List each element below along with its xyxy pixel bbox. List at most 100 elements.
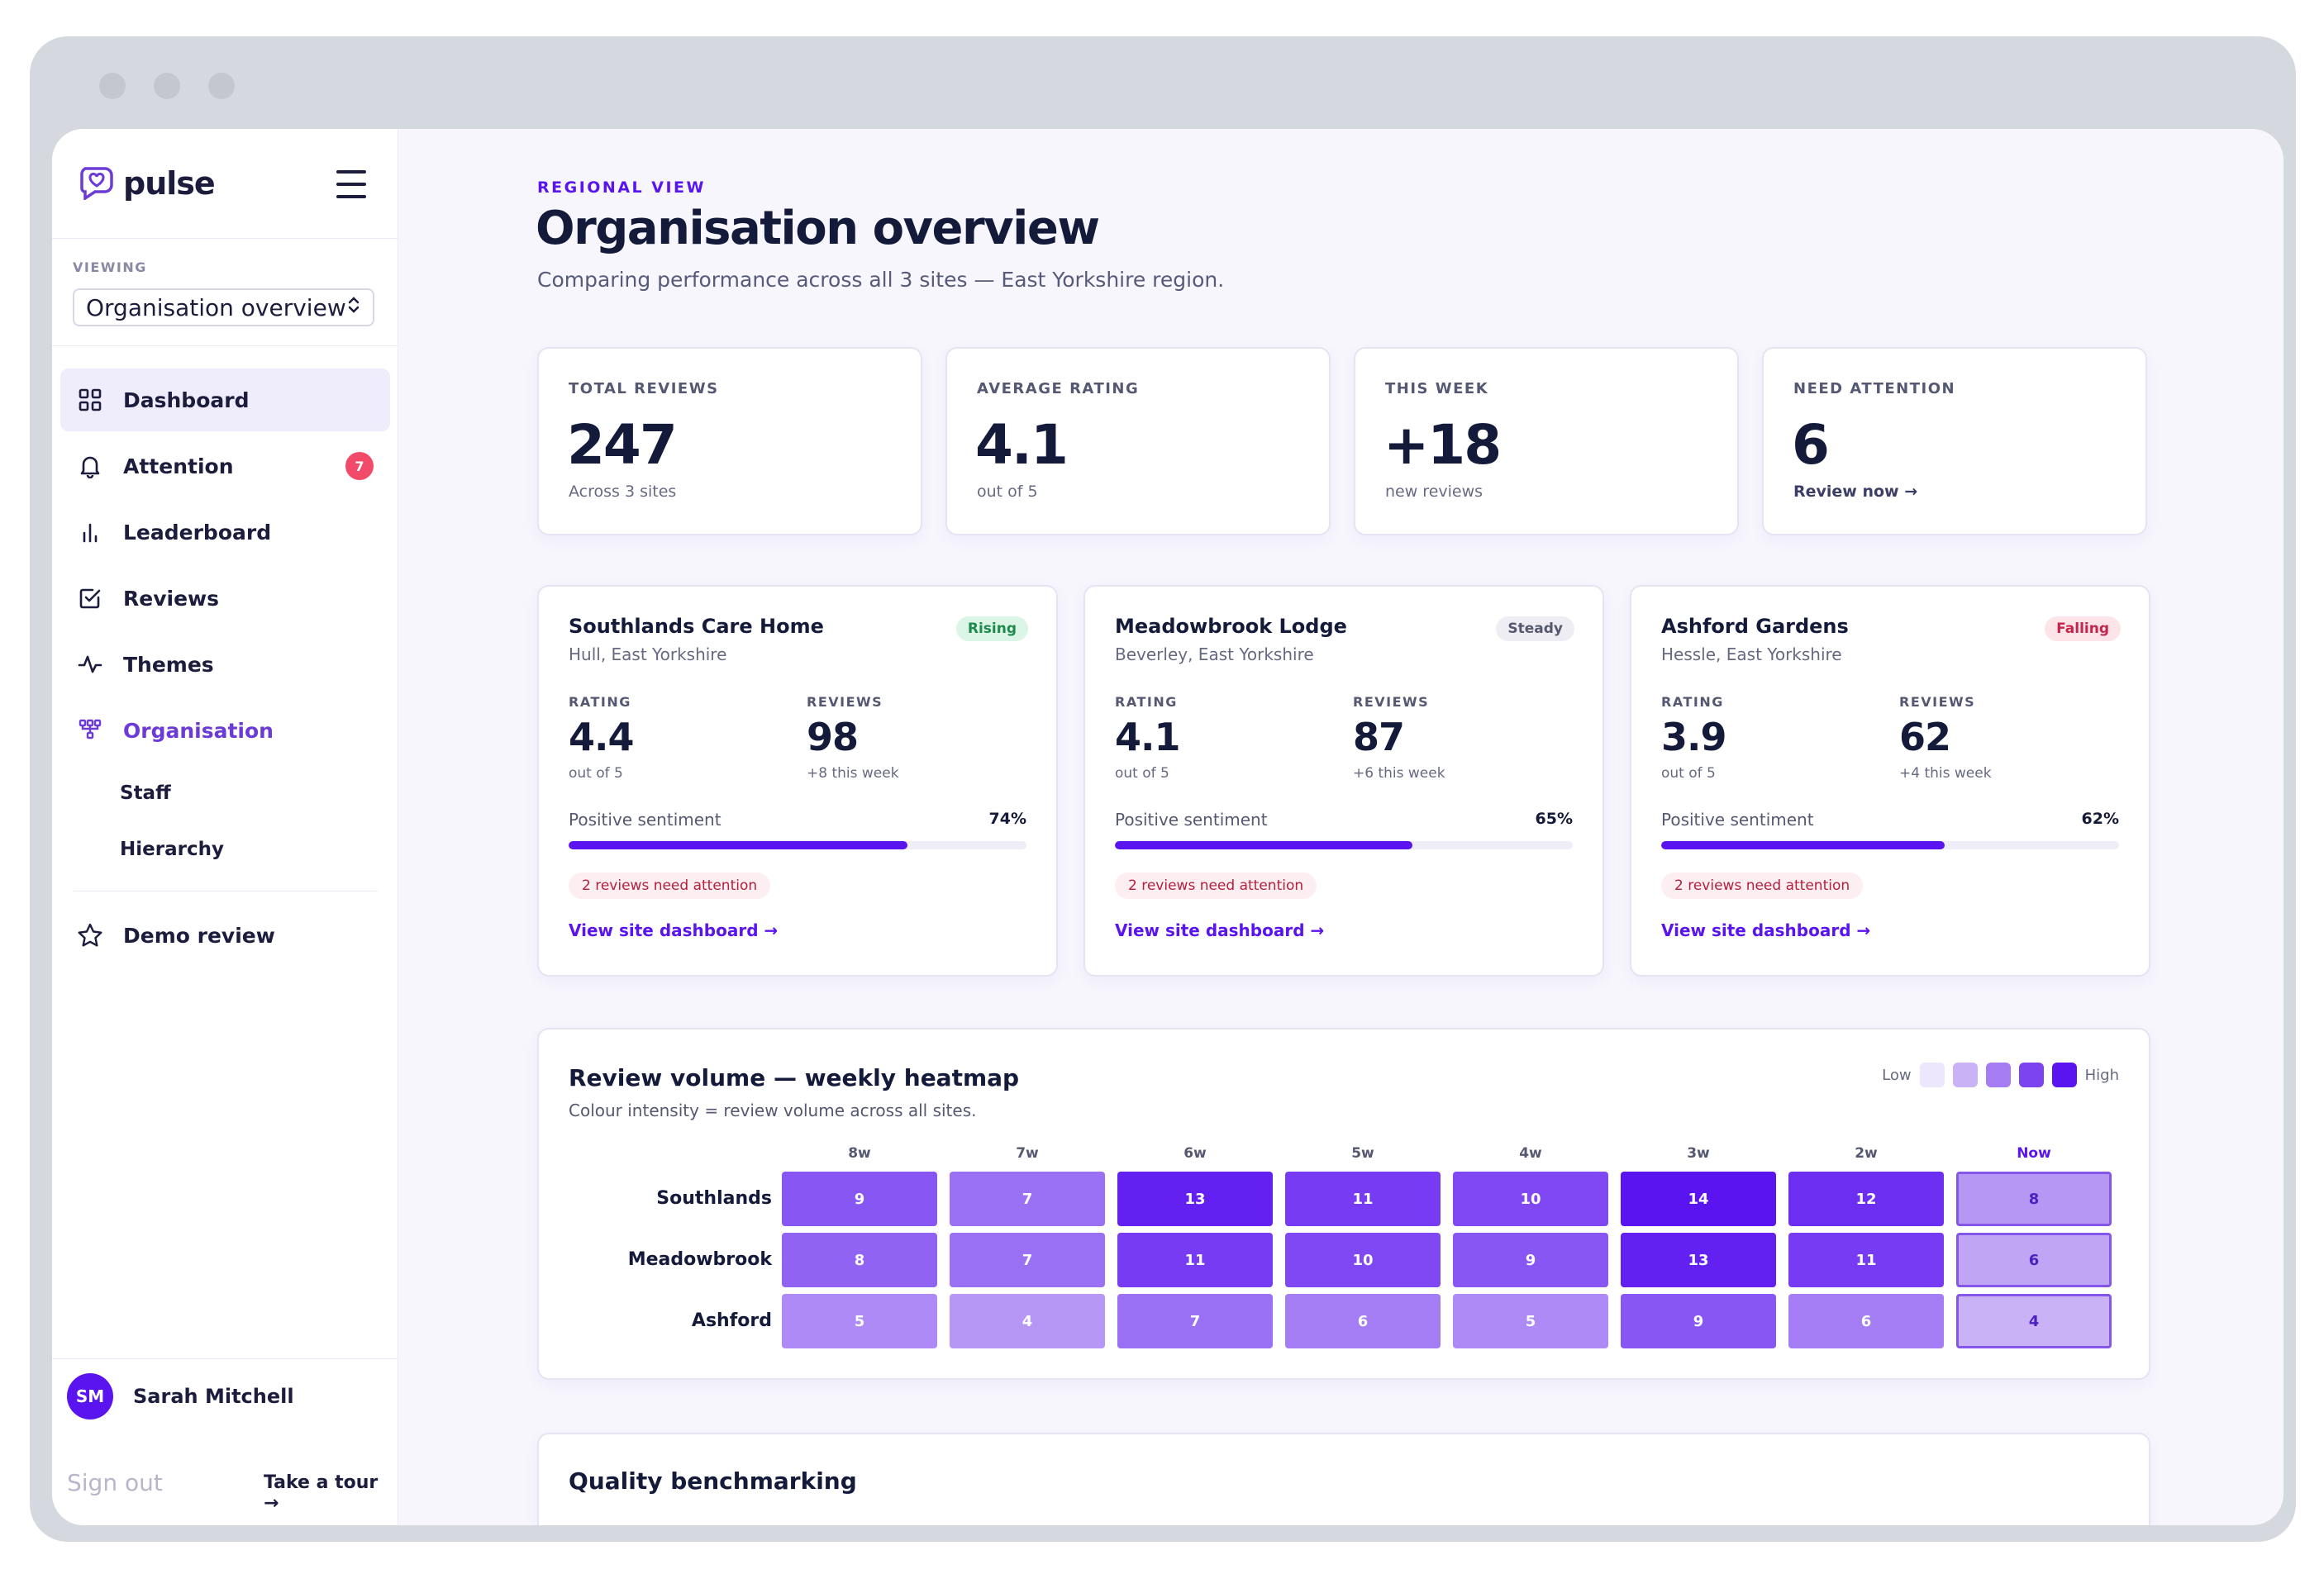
heatmap-subtitle: Colour intensity = review volume across …: [569, 1101, 977, 1120]
sentiment-label: Positive sentiment: [1115, 810, 1268, 830]
heatmap-cell[interactable]: 7: [950, 1172, 1105, 1226]
sentiment-bar: [1661, 841, 2119, 849]
heatmap-cell[interactable]: 9: [782, 1172, 937, 1226]
site-name: Meadowbrook Lodge: [1115, 615, 1347, 638]
user-profile[interactable]: SM Sarah Mitchell: [67, 1373, 294, 1419]
heatmap-row-label: Meadowbrook: [627, 1249, 772, 1270]
site-card-ashford: Ashford Gardens Hessle, East Yorkshire F…: [1630, 585, 2150, 977]
kpi-label: NEED ATTENTION: [1793, 380, 1956, 397]
avatar: SM: [67, 1373, 113, 1419]
kpi-value: 4.1: [975, 413, 1069, 477]
legend-swatch: [1952, 1063, 1978, 1087]
pulse-logo-icon: [79, 164, 115, 203]
heatmap-cell[interactable]: 5: [1453, 1294, 1608, 1348]
legend-low-label: Low: [1882, 1066, 1912, 1084]
heatmap-cell[interactable]: 7: [1117, 1294, 1273, 1348]
reviews-label: REVIEWS: [807, 694, 883, 710]
reviews-value: 62: [1899, 715, 1951, 759]
site-location: Hessle, East Yorkshire: [1661, 644, 1842, 664]
attention-pill[interactable]: 2 reviews need attention: [569, 873, 771, 899]
sidebar-nav: Dashboard Attention 7 Leaderboard Revie: [60, 369, 390, 877]
heatmap-cell[interactable]: 11: [1788, 1233, 1944, 1287]
heatmap-cell[interactable]: 5: [782, 1294, 937, 1348]
legend-high-label: High: [2084, 1066, 2119, 1084]
sidebar-item-demo-review[interactable]: Demo review: [60, 904, 390, 967]
heatmap-cell[interactable]: 10: [1453, 1172, 1608, 1226]
heatmap-cell[interactable]: 9: [1453, 1233, 1608, 1287]
sentiment-bar-fill: [569, 841, 907, 849]
brand-logo[interactable]: pulse: [79, 164, 216, 203]
heatmap-cell[interactable]: 13: [1621, 1233, 1776, 1287]
legend-swatch: [2051, 1063, 2077, 1087]
view-site-dashboard-link[interactable]: View site dashboard →: [1661, 920, 1871, 940]
sidebar-subitem-staff[interactable]: Staff: [120, 782, 171, 804]
sidebar-item-label: Leaderboard: [123, 520, 272, 544]
legend-swatch: [1919, 1063, 1945, 1087]
sidebar-item-leaderboard[interactable]: Leaderboard: [60, 501, 390, 564]
grid-icon: [77, 387, 103, 413]
heatmap-cell[interactable]: 4: [950, 1294, 1105, 1348]
heatmap-cell[interactable]: 9: [1621, 1294, 1776, 1348]
sidebar-item-reviews[interactable]: Reviews: [60, 567, 390, 630]
heatmap-row-label: Southlands: [656, 1188, 772, 1209]
kpi-card-need-attention[interactable]: NEED ATTENTION 6 Review now →: [1762, 347, 2147, 535]
heatmap-cell[interactable]: 7: [950, 1233, 1105, 1287]
bell-icon: [77, 453, 103, 479]
heatmap-cell[interactable]: 6: [1285, 1294, 1441, 1348]
sidebar-item-themes[interactable]: Themes: [60, 633, 390, 696]
site-name: Ashford Gardens: [1661, 615, 1849, 638]
heatmap-cell[interactable]: 8: [1956, 1172, 2112, 1226]
heatmap-cell[interactable]: 4: [1956, 1294, 2112, 1348]
sidebar-item-organisation[interactable]: Organisation: [60, 699, 390, 762]
trend-badge: Rising: [955, 616, 1028, 641]
kpi-label: TOTAL REVIEWS: [569, 380, 719, 397]
heatmap-cell[interactable]: 14: [1621, 1172, 1776, 1226]
heatmap-cell[interactable]: 10: [1285, 1233, 1441, 1287]
heatmap-column-header: 7w: [1016, 1145, 1039, 1162]
hamburger-menu-icon[interactable]: [336, 170, 366, 198]
sidebar-item-attention[interactable]: Attention 7: [60, 435, 390, 497]
rating-label: RATING: [1115, 694, 1178, 710]
sidebar-item-label: Demo review: [123, 923, 275, 948]
user-name: Sarah Mitchell: [133, 1385, 294, 1408]
heatmap-cell[interactable]: 11: [1285, 1172, 1441, 1226]
heatmap-cell[interactable]: 6: [1788, 1294, 1944, 1348]
kpi-note: new reviews: [1385, 483, 1483, 501]
attention-count-badge: 7: [345, 452, 374, 480]
heatmap-title: Review volume — weekly heatmap: [569, 1064, 1020, 1091]
take-tour-link[interactable]: Take a tour →: [264, 1472, 379, 1514]
quality-benchmarking-title: Quality benchmarking: [569, 1467, 857, 1495]
window-dot-maximize[interactable]: [208, 73, 235, 99]
heatmap-cell[interactable]: 8: [782, 1233, 937, 1287]
attention-pill[interactable]: 2 reviews need attention: [1115, 873, 1317, 899]
window-dot-minimize[interactable]: [154, 73, 180, 99]
viewing-select[interactable]: Organisation overview: [73, 288, 374, 326]
rating-value: 4.4: [569, 715, 634, 759]
heatmap-cell[interactable]: 6: [1956, 1233, 2112, 1287]
heatmap-column-header: 3w: [1687, 1145, 1710, 1162]
heatmap-column-header: 6w: [1183, 1145, 1207, 1162]
sign-out-link[interactable]: Sign out: [67, 1469, 163, 1496]
reviews-value: 98: [807, 715, 859, 759]
page-subtitle: Comparing performance across all 3 sites…: [537, 268, 1225, 292]
heatmap-cell[interactable]: 13: [1117, 1172, 1273, 1226]
pulse-line-icon: [77, 651, 103, 678]
sidebar-item-label: Attention: [123, 454, 234, 478]
heatmap-cell[interactable]: 11: [1117, 1233, 1273, 1287]
view-site-dashboard-link[interactable]: View site dashboard →: [569, 920, 779, 940]
window-dot-close[interactable]: [99, 73, 126, 99]
sentiment-value: 74%: [988, 810, 1026, 828]
attention-pill[interactable]: 2 reviews need attention: [1661, 873, 1864, 899]
main-content: REGIONAL VIEW Organisation overview Comp…: [398, 129, 2284, 1525]
viewing-select-value: Organisation overview: [86, 293, 346, 321]
sidebar-item-dashboard[interactable]: Dashboard: [60, 369, 390, 431]
sidebar-divider: [73, 891, 378, 892]
sidebar-subitem-hierarchy[interactable]: Hierarchy: [120, 839, 224, 860]
sidebar-item-label: Reviews: [123, 586, 220, 611]
page-eyebrow: REGIONAL VIEW: [537, 178, 706, 197]
heatmap-card: Review volume — weekly heatmap Colour in…: [537, 1028, 2150, 1380]
view-site-dashboard-link[interactable]: View site dashboard →: [1115, 920, 1325, 940]
review-now-link[interactable]: Review now →: [1793, 483, 1918, 501]
heatmap-cell[interactable]: 12: [1788, 1172, 1944, 1226]
heatmap-column-header: 5w: [1351, 1145, 1374, 1162]
